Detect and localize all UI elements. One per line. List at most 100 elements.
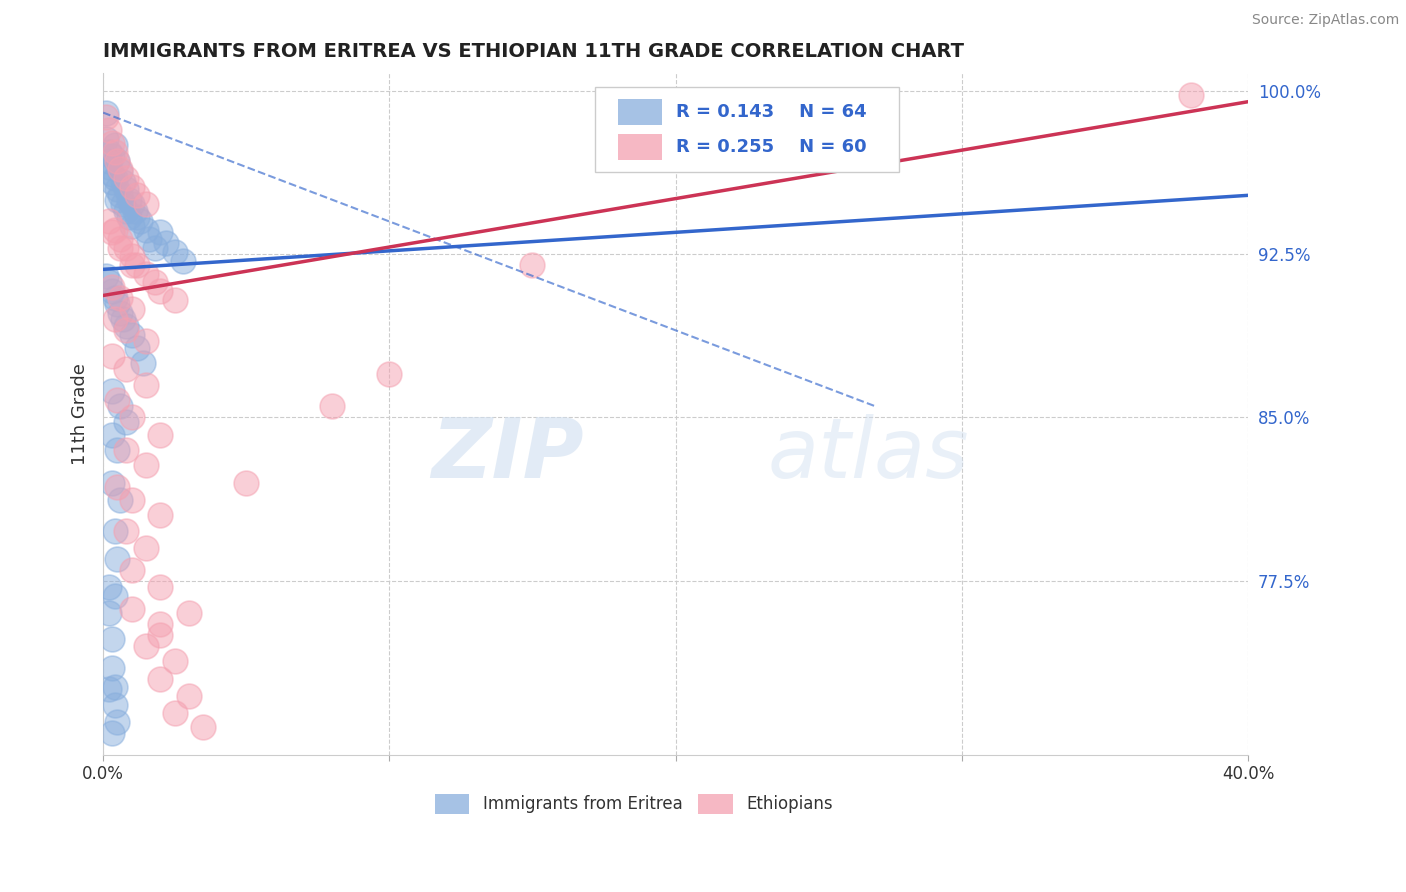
Point [97,214,120,228]
Point [107,153,129,168]
Point [97,153,120,168]
Point [103,698,125,712]
Point [121,410,143,425]
Point [127,258,149,272]
Point [94,268,117,283]
Text: IMMIGRANTS FROM ERITREA VS ETHIOPIAN 11TH GRADE CORRELATION CHART: IMMIGRANTS FROM ERITREA VS ETHIOPIAN 11T… [103,42,965,61]
Point [103,170,125,185]
Point [110,162,132,177]
Point [110,241,132,255]
Point [155,236,177,251]
Point [1180,88,1202,103]
Point [94,105,117,120]
Point [97,607,120,621]
Point [107,552,129,566]
Point [103,291,125,305]
Point [100,384,122,399]
Point [522,258,544,272]
FancyBboxPatch shape [619,134,662,160]
Point [115,362,138,376]
Point [149,225,172,239]
Point [121,301,143,316]
Point [163,706,186,721]
Point [135,334,157,348]
Point [100,427,122,442]
Point [110,188,132,202]
Point [115,415,138,429]
FancyBboxPatch shape [434,794,470,814]
Point [124,203,146,218]
FancyBboxPatch shape [699,794,733,814]
Point [107,392,129,407]
Point [129,214,152,228]
Point [118,193,141,207]
Point [107,193,129,207]
Point [100,175,122,189]
Text: Ethiopians: Ethiopians [747,795,834,813]
Point [121,563,143,577]
Point [97,123,120,137]
Point [149,617,172,632]
Point [100,661,122,675]
Point [100,475,122,490]
Point [103,138,125,153]
Point [100,632,122,647]
Point [94,132,117,146]
FancyBboxPatch shape [619,99,662,126]
Point [112,312,135,326]
Point [107,182,129,196]
Point [127,188,149,202]
Text: R = 0.143    N = 64: R = 0.143 N = 64 [675,103,866,121]
Point [115,241,138,255]
Point [97,160,120,174]
Point [118,210,141,224]
Text: atlas: atlas [768,415,969,495]
Text: R = 0.255    N = 60: R = 0.255 N = 60 [675,138,866,156]
Point [100,136,122,150]
Point [100,167,122,181]
Point [143,241,166,255]
Point [321,400,343,414]
Point [97,580,120,594]
Point [103,223,125,237]
Point [110,400,132,414]
Point [110,291,132,305]
Point [97,276,120,290]
Point [193,719,215,733]
Point [100,284,122,298]
Point [149,427,172,442]
Point [121,219,143,233]
Point [149,672,172,686]
Point [143,276,166,290]
Point [378,367,401,381]
Point [103,524,125,538]
Point [103,681,125,695]
Point [107,715,129,730]
Point [115,443,138,458]
Point [97,145,120,159]
Point [163,244,186,259]
Point [177,607,200,621]
Point [94,110,117,124]
Text: Immigrants from Eritrea: Immigrants from Eritrea [484,795,683,813]
Point [100,279,122,293]
Point [121,493,143,508]
Point [115,182,138,196]
Point [112,197,135,211]
Point [112,175,135,189]
Point [135,541,157,555]
Point [107,297,129,311]
Point [110,232,132,246]
Point [127,341,149,355]
Y-axis label: 11th Grade: 11th Grade [72,363,89,465]
Point [107,153,129,168]
Point [235,475,257,490]
Point [121,249,143,263]
Text: Source: ZipAtlas.com: Source: ZipAtlas.com [1251,13,1399,28]
Point [103,312,125,326]
Point [163,293,186,307]
Point [121,197,143,211]
Point [110,493,132,508]
Text: ZIP: ZIP [432,415,583,495]
Point [135,223,157,237]
